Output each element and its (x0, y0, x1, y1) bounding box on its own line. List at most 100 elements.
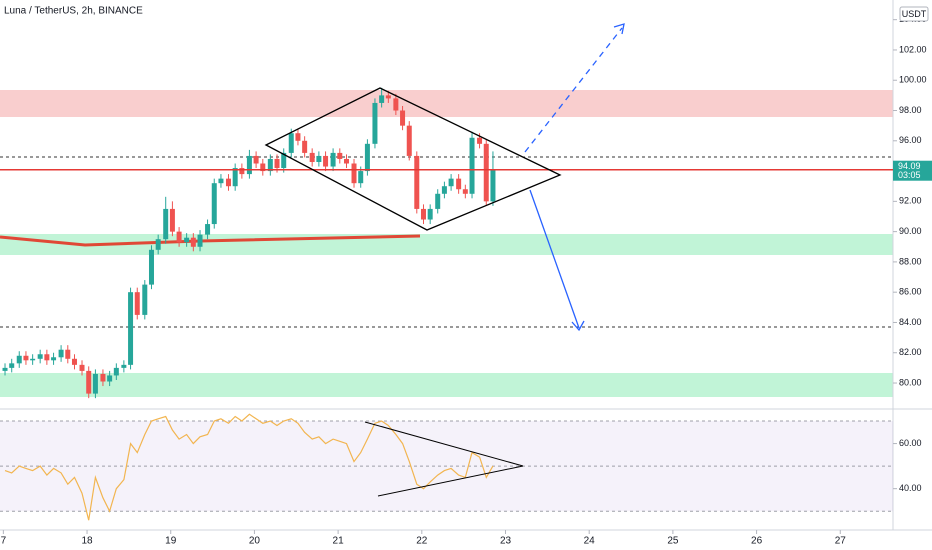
candle-body (337, 152, 343, 159)
y-tick-label: 80.00 (899, 377, 922, 387)
candle-body (274, 158, 280, 169)
x-tick-label: 19 (165, 536, 177, 547)
candle-body (107, 375, 113, 382)
candle-body (448, 178, 454, 187)
candle-body (281, 152, 287, 169)
candle-body (288, 133, 294, 153)
candle-body (44, 354, 50, 361)
layer (0, 420, 893, 512)
y-tick-label: 100.00 (899, 75, 927, 85)
rsi-tick-label: 60.00 (899, 438, 922, 448)
arrowhead (571, 320, 585, 332)
candle-body (205, 224, 211, 235)
candle-body (253, 155, 259, 164)
candle-body (184, 237, 190, 243)
x-tick-label: 24 (584, 536, 596, 547)
last-price-label: 94.09 (898, 161, 921, 171)
candle-body (385, 95, 391, 99)
arrow (524, 27, 623, 153)
candle-body (358, 171, 364, 184)
candle-body (51, 357, 57, 361)
y-tick-label: 90.00 (899, 226, 922, 236)
y-tick-label: 88.00 (899, 256, 922, 266)
x-tick-label: 7 (1, 536, 7, 547)
x-tick-label: 23 (500, 536, 512, 547)
candle-body (406, 125, 412, 156)
moving-average (0, 234, 421, 247)
x-tick-label: 22 (416, 536, 428, 547)
candle-body (267, 158, 273, 172)
candle-body (2, 367, 8, 371)
arrowhead (613, 23, 625, 35)
candle-body (176, 231, 182, 243)
candle-body (155, 239, 161, 250)
y-tick-label: 102.00 (899, 44, 927, 54)
y-tick-label: 92.00 (899, 196, 922, 206)
y-tick-label: 84.00 (899, 317, 922, 327)
candle-body (456, 178, 462, 190)
support-zone (0, 373, 893, 397)
candle-body (190, 237, 196, 247)
candle-body (9, 363, 15, 368)
candle-body (420, 208, 426, 220)
x-tick-label: 26 (751, 536, 763, 547)
candle-body (372, 102, 378, 144)
candle-body (58, 349, 64, 358)
candle-body (100, 373, 106, 382)
candle-body (79, 364, 85, 371)
y-tick-label: 82.00 (899, 347, 922, 357)
rsi-tick-label: 40.00 (899, 483, 922, 493)
candle-body (477, 137, 483, 144)
arrow (529, 189, 580, 329)
candle-body (323, 155, 329, 167)
candle-body (218, 178, 224, 184)
candle-body (121, 364, 127, 368)
candle-body (197, 234, 203, 247)
candle-body (128, 292, 134, 365)
candle-body (364, 143, 370, 172)
candle-body (71, 358, 77, 365)
candle-body (400, 110, 406, 126)
trendline (364, 421, 524, 467)
candle-body (246, 155, 252, 175)
trendline (377, 465, 524, 497)
candle-body (163, 208, 169, 240)
currency-box[interactable] (899, 6, 929, 22)
y-tick-label: 86.00 (899, 287, 922, 297)
y-tick-label: 96.00 (899, 135, 922, 145)
diamond-pattern (264, 87, 562, 231)
candle-body (469, 137, 475, 194)
candle-body (30, 358, 36, 361)
x-tick-label: 20 (249, 536, 261, 547)
y-tick-label: 98.00 (899, 105, 922, 115)
candle-body (379, 95, 385, 103)
candle-body (351, 163, 357, 184)
candle-body (393, 98, 399, 111)
x-tick-label: 21 (333, 536, 345, 547)
rsi-line (4, 413, 494, 521)
resistance-zone (0, 90, 893, 117)
currency-label[interactable]: USDT (902, 9, 927, 19)
candle-body (225, 178, 231, 187)
candle-body (86, 370, 92, 394)
candle-body (142, 284, 148, 315)
candle-body (65, 349, 71, 359)
countdown-label: 03:05 (898, 170, 921, 180)
x-tick-label: 27 (835, 536, 847, 547)
candle-body (16, 355, 22, 364)
candle-body (435, 193, 441, 209)
candle-body (462, 189, 468, 194)
candle-body (309, 152, 315, 162)
candle-body (113, 367, 119, 376)
candle-body (427, 208, 433, 220)
candle-body (92, 373, 98, 394)
candle-body (414, 155, 420, 209)
candle-body (134, 292, 140, 315)
candle-body (441, 186, 447, 194)
candle-body (330, 152, 336, 167)
candle-body (37, 354, 43, 359)
candle-body (211, 183, 217, 225)
candle-body (239, 168, 245, 175)
